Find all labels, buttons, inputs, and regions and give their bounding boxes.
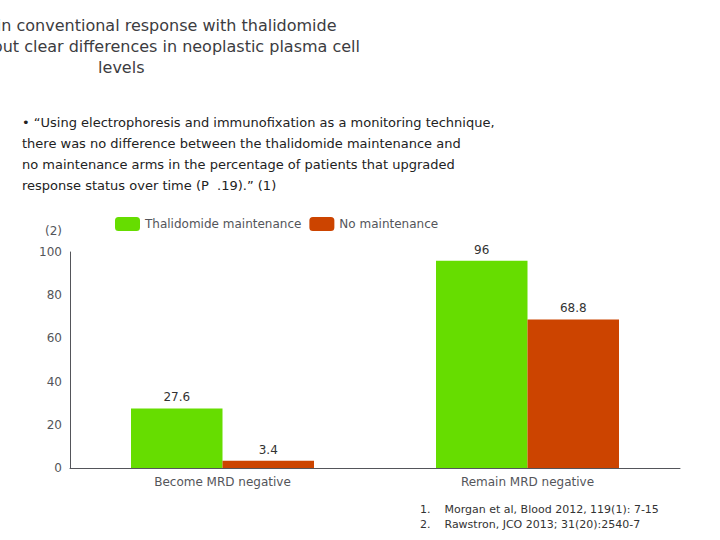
svg-text:2. Rawstron, JCO 2013; 31(2: 2. Rawstron, JCO 2013; 31(20):2540-7 xyxy=(420,518,640,531)
svg-text:1. Morgan et al, Blood 2012: 1. Morgan et al, Blood 2012, 119(1): 7-1… xyxy=(420,503,659,516)
svg-text:maintenance but clear differen: maintenance but clear differences in neo… xyxy=(0,37,360,56)
svg-text:40: 40 xyxy=(47,375,62,389)
svg-text:0: 0 xyxy=(54,461,62,475)
svg-text:Thalidomide maintenance: Thalidomide maintenance xyxy=(144,217,301,231)
svg-text:68.8: 68.8 xyxy=(560,301,587,315)
svg-text:No maintenance: No maintenance xyxy=(339,217,438,231)
svg-text:no maintenance arms in the per: no maintenance arms in the percentage of… xyxy=(22,157,455,172)
svg-text:response status over time (P: response status over time (P .19).” (1) xyxy=(22,178,276,193)
svg-text:levels: levels xyxy=(98,58,144,77)
svg-text:80: 80 xyxy=(47,288,62,302)
svg-text:3.4: 3.4 xyxy=(259,443,278,457)
svg-text:(2): (2) xyxy=(45,224,62,238)
svg-text:60: 60 xyxy=(47,331,62,345)
svg-text:100: 100 xyxy=(39,245,62,259)
svg-text:there was no difference betwee: there was no difference between the thal… xyxy=(22,136,461,151)
svg-text:20: 20 xyxy=(47,418,62,432)
svg-text:• “Using electrophoresis and i: • “Using electrophoresis and immunofixat… xyxy=(22,115,495,130)
svg-text:96: 96 xyxy=(474,243,489,257)
svg-text:No change in conventional resp: No change in conventional response with … xyxy=(0,16,337,35)
svg-text:Become MRD negative: Become MRD negative xyxy=(154,475,291,489)
svg-text:27.6: 27.6 xyxy=(163,390,190,404)
svg-text:Remain MRD negative: Remain MRD negative xyxy=(461,475,594,489)
